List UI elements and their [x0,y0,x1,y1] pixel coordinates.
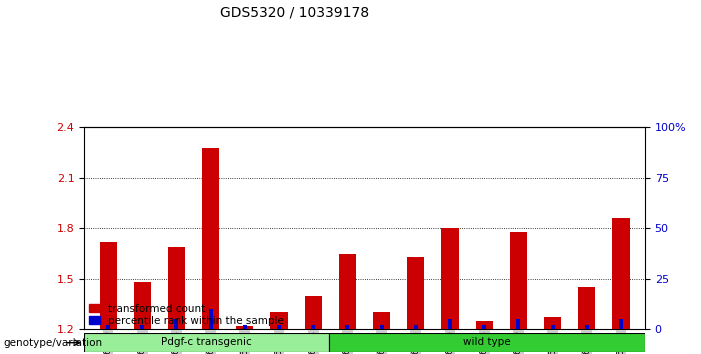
Bar [517,319,520,329]
Bar [202,148,219,329]
Bar [585,325,589,329]
Bar [448,319,452,329]
Bar [305,296,322,329]
Bar [414,325,418,329]
Bar [134,282,151,329]
Text: wild type: wild type [463,337,511,348]
Bar [271,312,287,329]
Bar [613,218,629,329]
Bar [175,319,179,329]
Legend: transformed count, percentile rank within the sample: transformed count, percentile rank withi… [89,304,284,326]
Bar [236,326,253,329]
Bar [578,287,595,329]
Bar [140,325,144,329]
Bar [277,325,281,329]
Bar [476,321,493,329]
Bar [311,325,315,329]
FancyBboxPatch shape [329,333,645,352]
Bar [407,257,424,329]
FancyBboxPatch shape [84,333,329,352]
Bar [482,325,486,329]
Text: genotype/variation: genotype/variation [4,338,102,348]
Bar [100,242,116,329]
Text: GDS5320 / 10339178: GDS5320 / 10339178 [220,5,369,19]
Bar [550,325,554,329]
Bar [379,325,383,329]
Bar [346,325,350,329]
Bar [168,247,185,329]
Bar [209,309,212,329]
Bar [373,312,390,329]
Bar [510,232,527,329]
Bar [442,228,458,329]
Bar [243,325,247,329]
Text: Pdgf-c transgenic: Pdgf-c transgenic [161,337,252,348]
Bar [544,318,561,329]
Bar [339,253,356,329]
Bar [619,319,623,329]
Bar [106,325,110,329]
